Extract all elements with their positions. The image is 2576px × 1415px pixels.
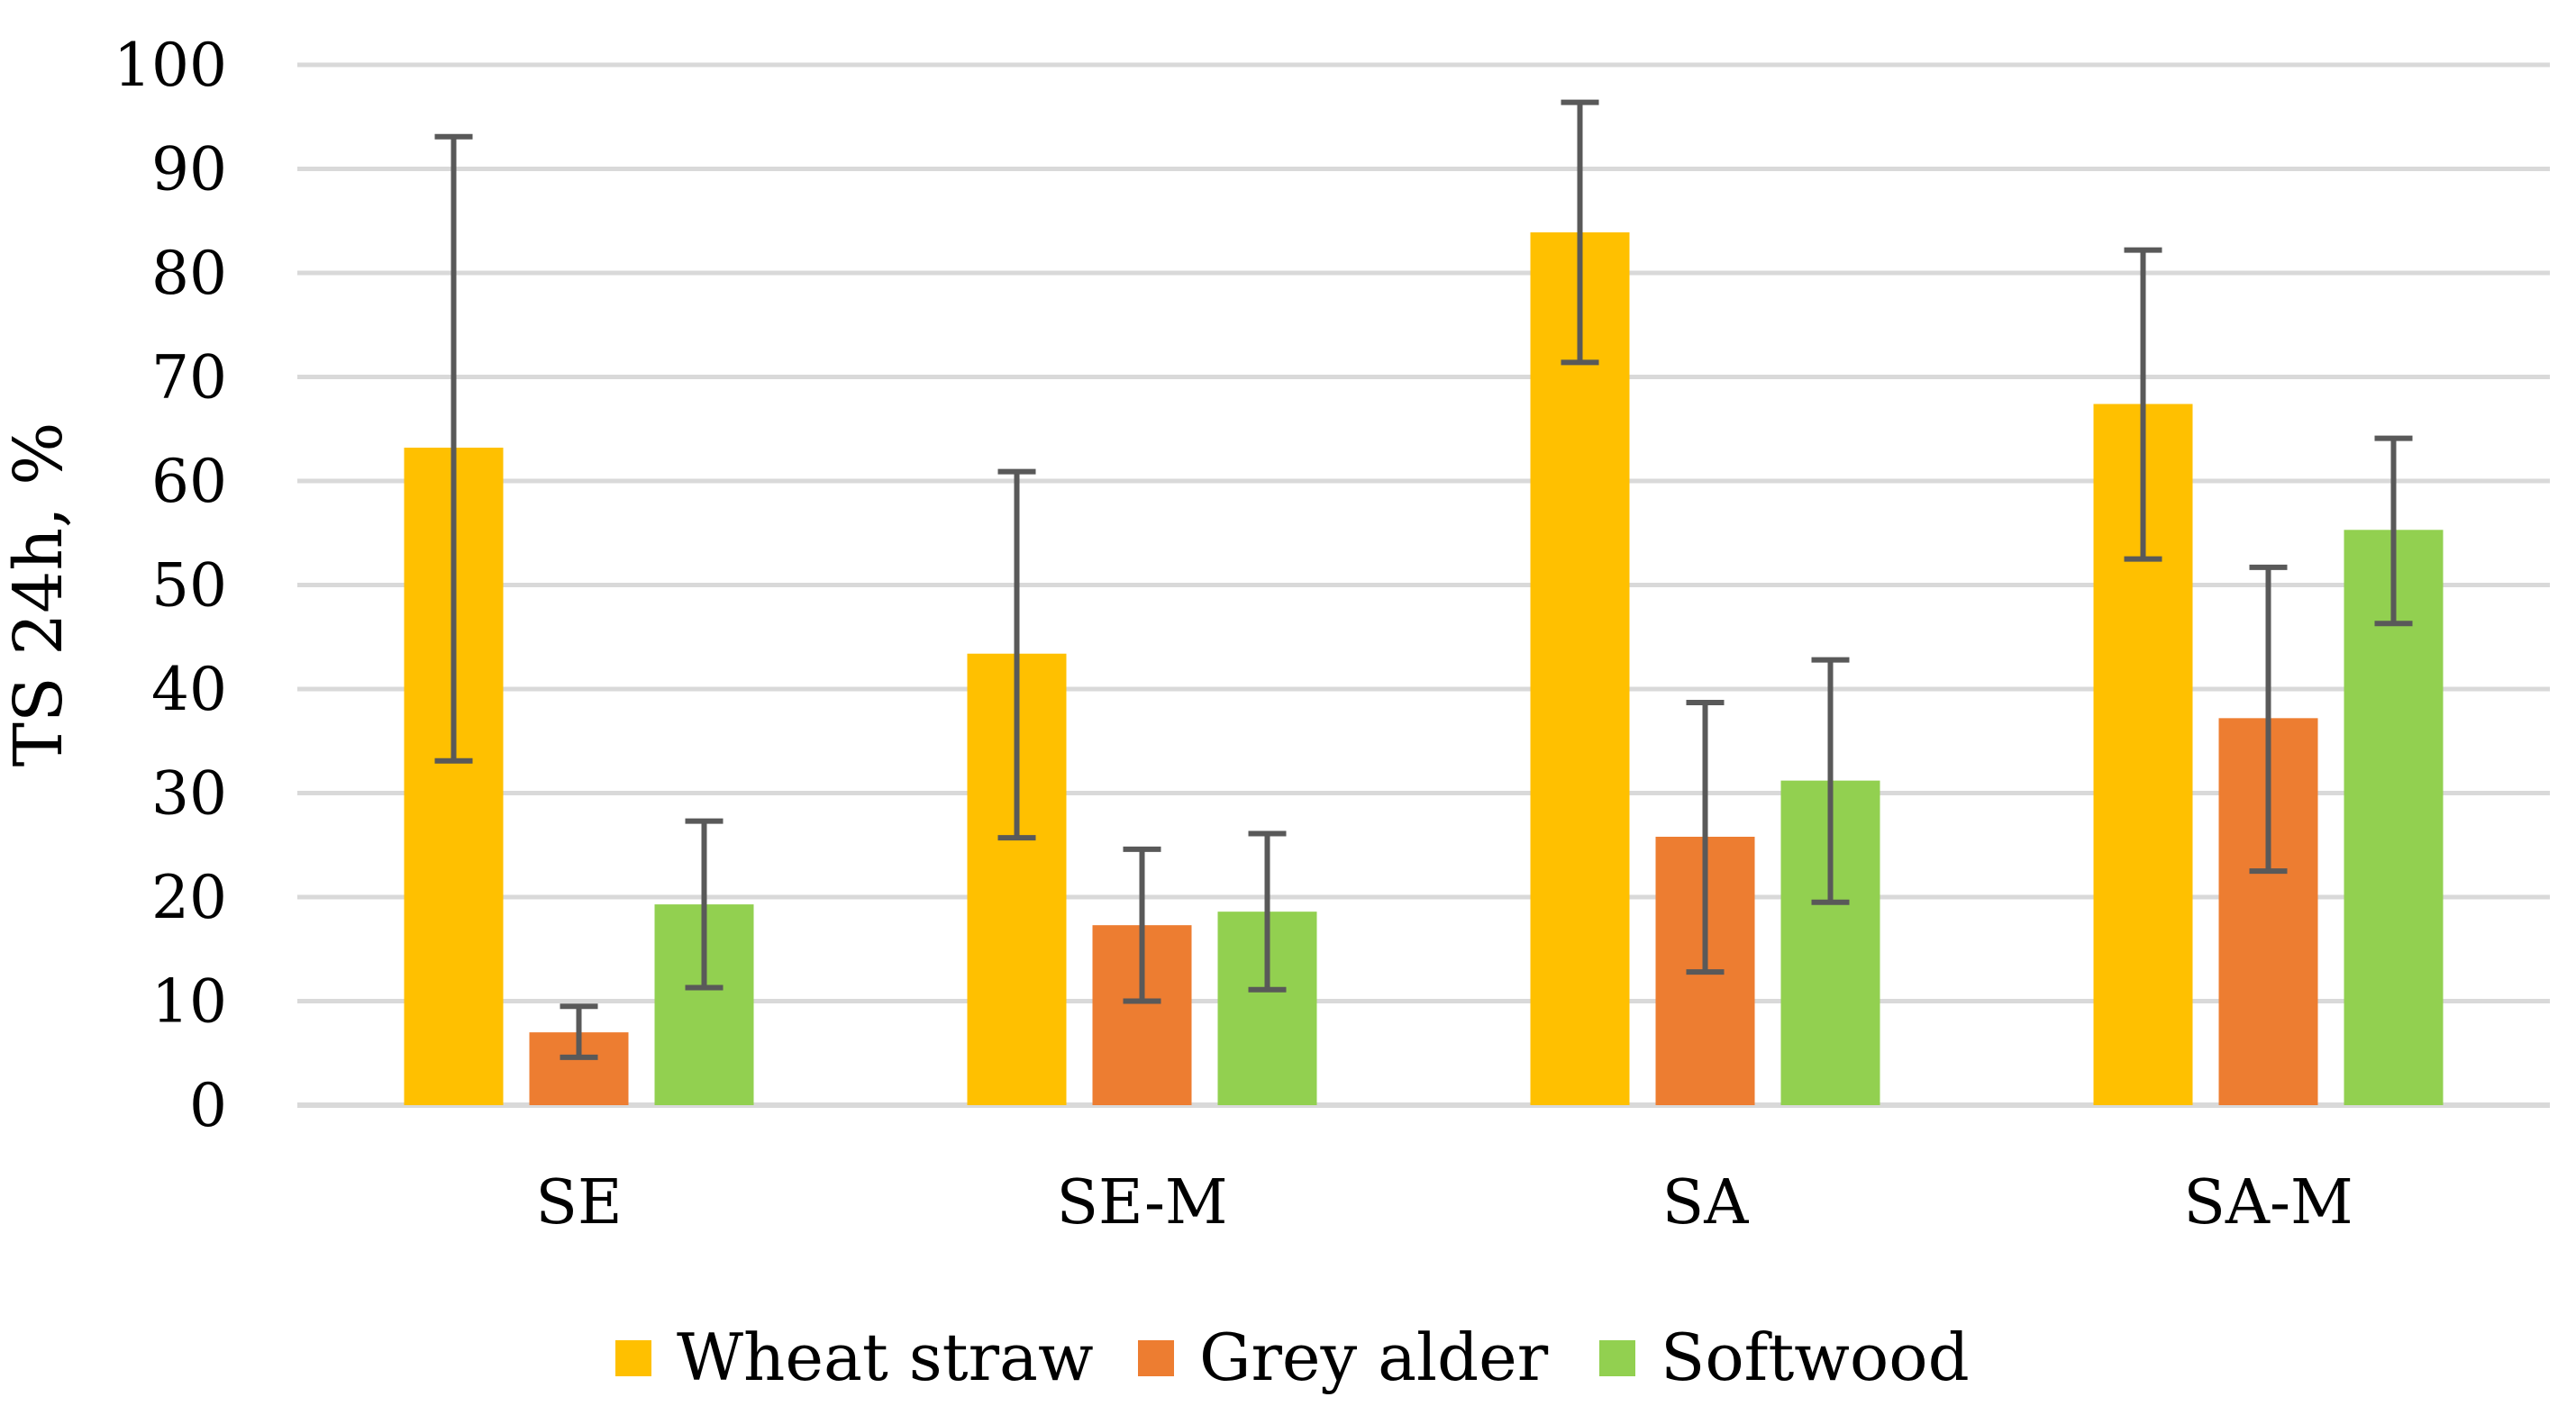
x-category-label: SA	[1662, 1167, 1750, 1238]
y-tick-label: 60	[151, 447, 227, 516]
bar-wheat-straw	[1530, 231, 1630, 1106]
gridlines	[297, 62, 2550, 1108]
y-tick-label: 10	[151, 967, 227, 1037]
x-category-label: SA-M	[2183, 1167, 2353, 1238]
y-tick-label: 80	[151, 239, 227, 308]
y-tick-label: 0	[189, 1071, 227, 1140]
y-axis-title: TS 24h, %	[0, 422, 77, 767]
y-tick-label: 50	[151, 551, 227, 621]
legend-swatch	[1599, 1340, 1635, 1376]
x-category-label: SE-M	[1056, 1167, 1227, 1238]
x-category-label: SE	[535, 1167, 622, 1238]
bars	[404, 231, 2444, 1106]
y-tick-label: 90	[151, 135, 227, 204]
y-tick-label: 20	[151, 863, 227, 932]
y-axis-ticks: 0 10 20 30 40 50 60 70 80 90 100	[114, 31, 227, 1140]
legend-swatch	[1138, 1340, 1174, 1376]
y-tick-label: 70	[151, 343, 227, 413]
legend: Wheat straw Grey alder Softwood	[615, 1320, 1970, 1395]
y-tick-label: 40	[151, 655, 227, 724]
legend-label: Wheat straw	[677, 1320, 1094, 1395]
legend-label: Grey alder	[1199, 1320, 1549, 1395]
legend-label: Softwood	[1661, 1320, 1970, 1395]
legend-swatch	[615, 1340, 651, 1376]
y-tick-label: 100	[114, 31, 227, 100]
y-tick-label: 30	[151, 759, 227, 829]
error-bars	[434, 99, 2413, 1060]
x-axis-categories: SE SE-M SA SA-M	[535, 1167, 2353, 1238]
